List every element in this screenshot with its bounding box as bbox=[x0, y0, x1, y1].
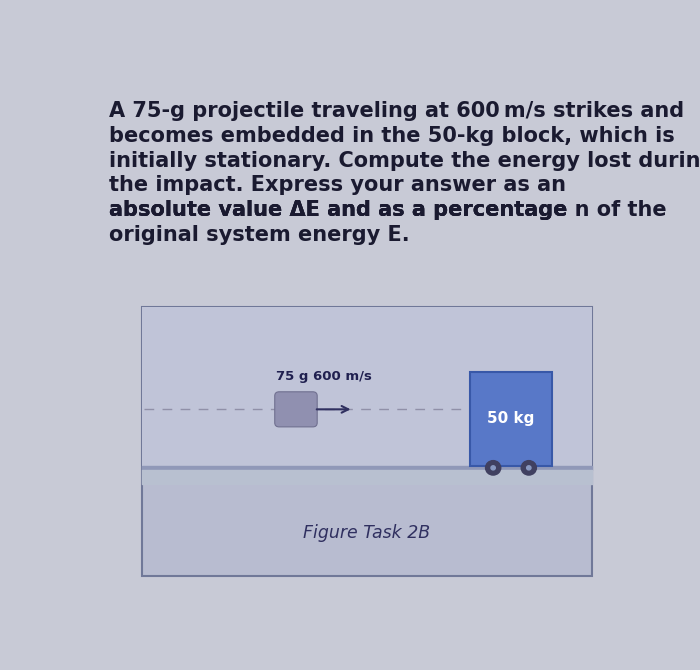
Text: initially stationary. Compute the energy lost during: initially stationary. Compute the energy… bbox=[109, 151, 700, 171]
FancyBboxPatch shape bbox=[470, 372, 552, 466]
Circle shape bbox=[526, 466, 531, 470]
Text: absolute value ΔE and as a percentage: absolute value ΔE and as a percentage bbox=[109, 200, 575, 220]
Circle shape bbox=[486, 460, 500, 475]
FancyBboxPatch shape bbox=[141, 308, 592, 576]
Text: absolute value ΔE and as a percentage: absolute value ΔE and as a percentage bbox=[109, 200, 575, 220]
Text: 75 g 600 m/s: 75 g 600 m/s bbox=[276, 370, 372, 383]
Text: 50 kg: 50 kg bbox=[487, 411, 535, 426]
Text: original system energy E.: original system energy E. bbox=[109, 225, 409, 245]
FancyBboxPatch shape bbox=[141, 308, 592, 484]
Text: becomes embedded in the 50-kg block, which is: becomes embedded in the 50-kg block, whi… bbox=[109, 126, 675, 146]
FancyBboxPatch shape bbox=[274, 392, 317, 427]
Text: absolute value ΔE and as a percentage n of the: absolute value ΔE and as a percentage n … bbox=[109, 200, 667, 220]
Circle shape bbox=[522, 460, 536, 475]
Text: A 75-g projectile traveling at 600 m/s strikes and: A 75-g projectile traveling at 600 m/s s… bbox=[109, 101, 685, 121]
Text: the impact. Express your answer as an: the impact. Express your answer as an bbox=[109, 176, 566, 196]
Text: Figure Task 2B: Figure Task 2B bbox=[303, 524, 430, 542]
Circle shape bbox=[491, 466, 496, 470]
